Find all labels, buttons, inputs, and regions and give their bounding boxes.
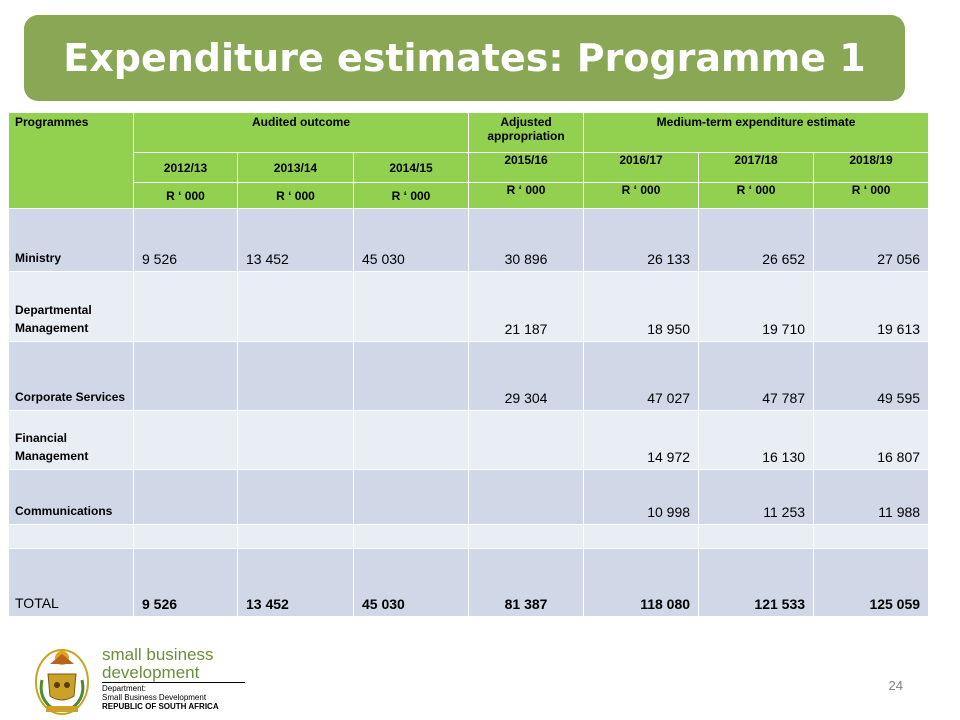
value-cell (352, 341, 470, 411)
value-cell: 26 652 (698, 208, 815, 272)
value-cell: 47 787 (698, 341, 815, 411)
header-adjusted-appropriation: Adjusted appropriation (468, 112, 585, 153)
value-cell (352, 410, 470, 470)
unit-cell: R ‘ 000 (133, 182, 238, 209)
value-cell: 13 452 (237, 548, 354, 617)
value-cell: 19 613 (813, 271, 930, 342)
value-cell (133, 271, 238, 342)
header-programmes: Programmes (8, 112, 134, 209)
logo-dept: Department: (102, 684, 147, 693)
value-cell (237, 469, 354, 525)
page-number: 24 (888, 678, 903, 693)
table-row-departmental-management: Departmental Management 21 187 18 950 19… (8, 271, 930, 342)
year-cell: 2014/15 (352, 152, 470, 183)
unit-cell: R ‘ 000 (237, 182, 354, 209)
value-cell: 125 059 (813, 548, 930, 617)
value-cell (133, 341, 238, 411)
table-row-corporate-services: Corporate Services 29 304 47 027 47 787 … (8, 341, 930, 411)
value-cell: 21 187 (468, 271, 585, 342)
row-label: Corporate Services (8, 341, 134, 411)
unit-cell: R ‘ 000 (468, 182, 585, 209)
unit-cell: R ‘ 000 (813, 182, 930, 209)
value-cell: 14 972 (583, 410, 700, 470)
header-medium-term: Medium-term expenditure estimate (583, 112, 930, 153)
value-cell (133, 524, 238, 549)
value-cell: 9 526 (133, 548, 238, 617)
value-cell (237, 524, 354, 549)
value-cell (352, 271, 470, 342)
value-cell (813, 524, 930, 549)
title-banner: Expenditure estimates: Programme 1 (24, 15, 905, 101)
value-cell: 45 030 (352, 548, 470, 617)
value-cell (468, 469, 585, 525)
value-cell: 118 080 (583, 548, 700, 617)
header-audited-outcome: Audited outcome (132, 112, 470, 153)
unit-cell: R ‘ 000 (698, 182, 815, 209)
value-cell (468, 524, 585, 549)
year-cell: 2015/16 (468, 152, 585, 183)
value-cell: 81 387 (468, 548, 585, 617)
header-row-units: R ‘ 000 R ‘ 000 R ‘ 000 R ‘ 000 R ‘ 000 … (9, 182, 930, 209)
value-cell (352, 469, 470, 525)
value-cell: 49 595 (813, 341, 930, 411)
logo-dept-name: Small Business Development (102, 693, 207, 702)
logo-line-2: development (102, 663, 200, 682)
row-label: TOTAL (8, 548, 134, 617)
value-cell (237, 410, 354, 470)
value-cell: 11 988 (813, 469, 930, 525)
table-row-financial-management: Financial Management 14 972 16 130 16 80… (8, 410, 930, 470)
expenditure-table: Programmes Audited outcome Adjusted appr… (8, 112, 930, 617)
value-cell (352, 524, 470, 549)
value-cell: 30 896 (468, 208, 585, 272)
value-cell: 9 526 (133, 208, 238, 272)
value-cell (583, 524, 700, 549)
value-cell: 16 130 (698, 410, 815, 470)
value-cell: 19 710 (698, 271, 815, 342)
value-cell (133, 410, 238, 470)
row-label: Financial Management (8, 410, 134, 470)
value-cell: 16 807 (813, 410, 930, 470)
row-label: Departmental Management (8, 271, 134, 342)
department-logo: small business development Department: S… (32, 640, 247, 720)
value-cell: 47 027 (583, 341, 700, 411)
value-cell (237, 271, 354, 342)
table-row-communications: Communications 10 998 11 253 11 988 (8, 469, 930, 525)
table-row-ministry: Ministry 9 526 13 452 45 030 30 896 26 1… (8, 208, 930, 272)
value-cell (133, 469, 238, 525)
value-cell (237, 341, 354, 411)
value-cell: 29 304 (468, 341, 585, 411)
slide-title: Expenditure estimates: Programme 1 (63, 36, 866, 80)
year-cell: 2018/19 (813, 152, 930, 183)
value-cell: 27 056 (813, 208, 930, 272)
value-cell (698, 524, 815, 549)
value-cell: 26 133 (583, 208, 700, 272)
unit-cell: R ‘ 000 (583, 182, 700, 209)
year-cell: 2013/14 (237, 152, 354, 183)
value-cell: 121 533 (698, 548, 815, 617)
row-label: Communications (8, 469, 134, 525)
header-row-1: Programmes Audited outcome Adjusted appr… (8, 112, 930, 209)
coat-of-arms-icon (35, 649, 89, 715)
value-cell: 18 950 (583, 271, 700, 342)
value-cell (468, 410, 585, 470)
value-cell: 45 030 (352, 208, 470, 272)
year-cell: 2016/17 (583, 152, 700, 183)
value-cell: 11 253 (698, 469, 815, 525)
row-label: Ministry (8, 208, 134, 272)
logo-country: REPUBLIC OF SOUTH AFRICA (102, 702, 219, 711)
header-row-years: 2012/13 2013/14 2014/15 2015/16 2016/17 … (9, 152, 930, 183)
year-cell: 2017/18 (698, 152, 815, 183)
value-cell: 10 998 (583, 469, 700, 525)
logo-divider (102, 682, 245, 683)
table-row-empty (8, 524, 930, 549)
table-row-total: TOTAL 9 526 13 452 45 030 81 387 118 080… (8, 548, 930, 617)
row-label (8, 524, 134, 549)
value-cell: 13 452 (237, 208, 354, 272)
logo-line-1: small business (102, 645, 214, 664)
year-cell: 2012/13 (133, 152, 238, 183)
unit-cell: R ‘ 000 (352, 182, 470, 209)
